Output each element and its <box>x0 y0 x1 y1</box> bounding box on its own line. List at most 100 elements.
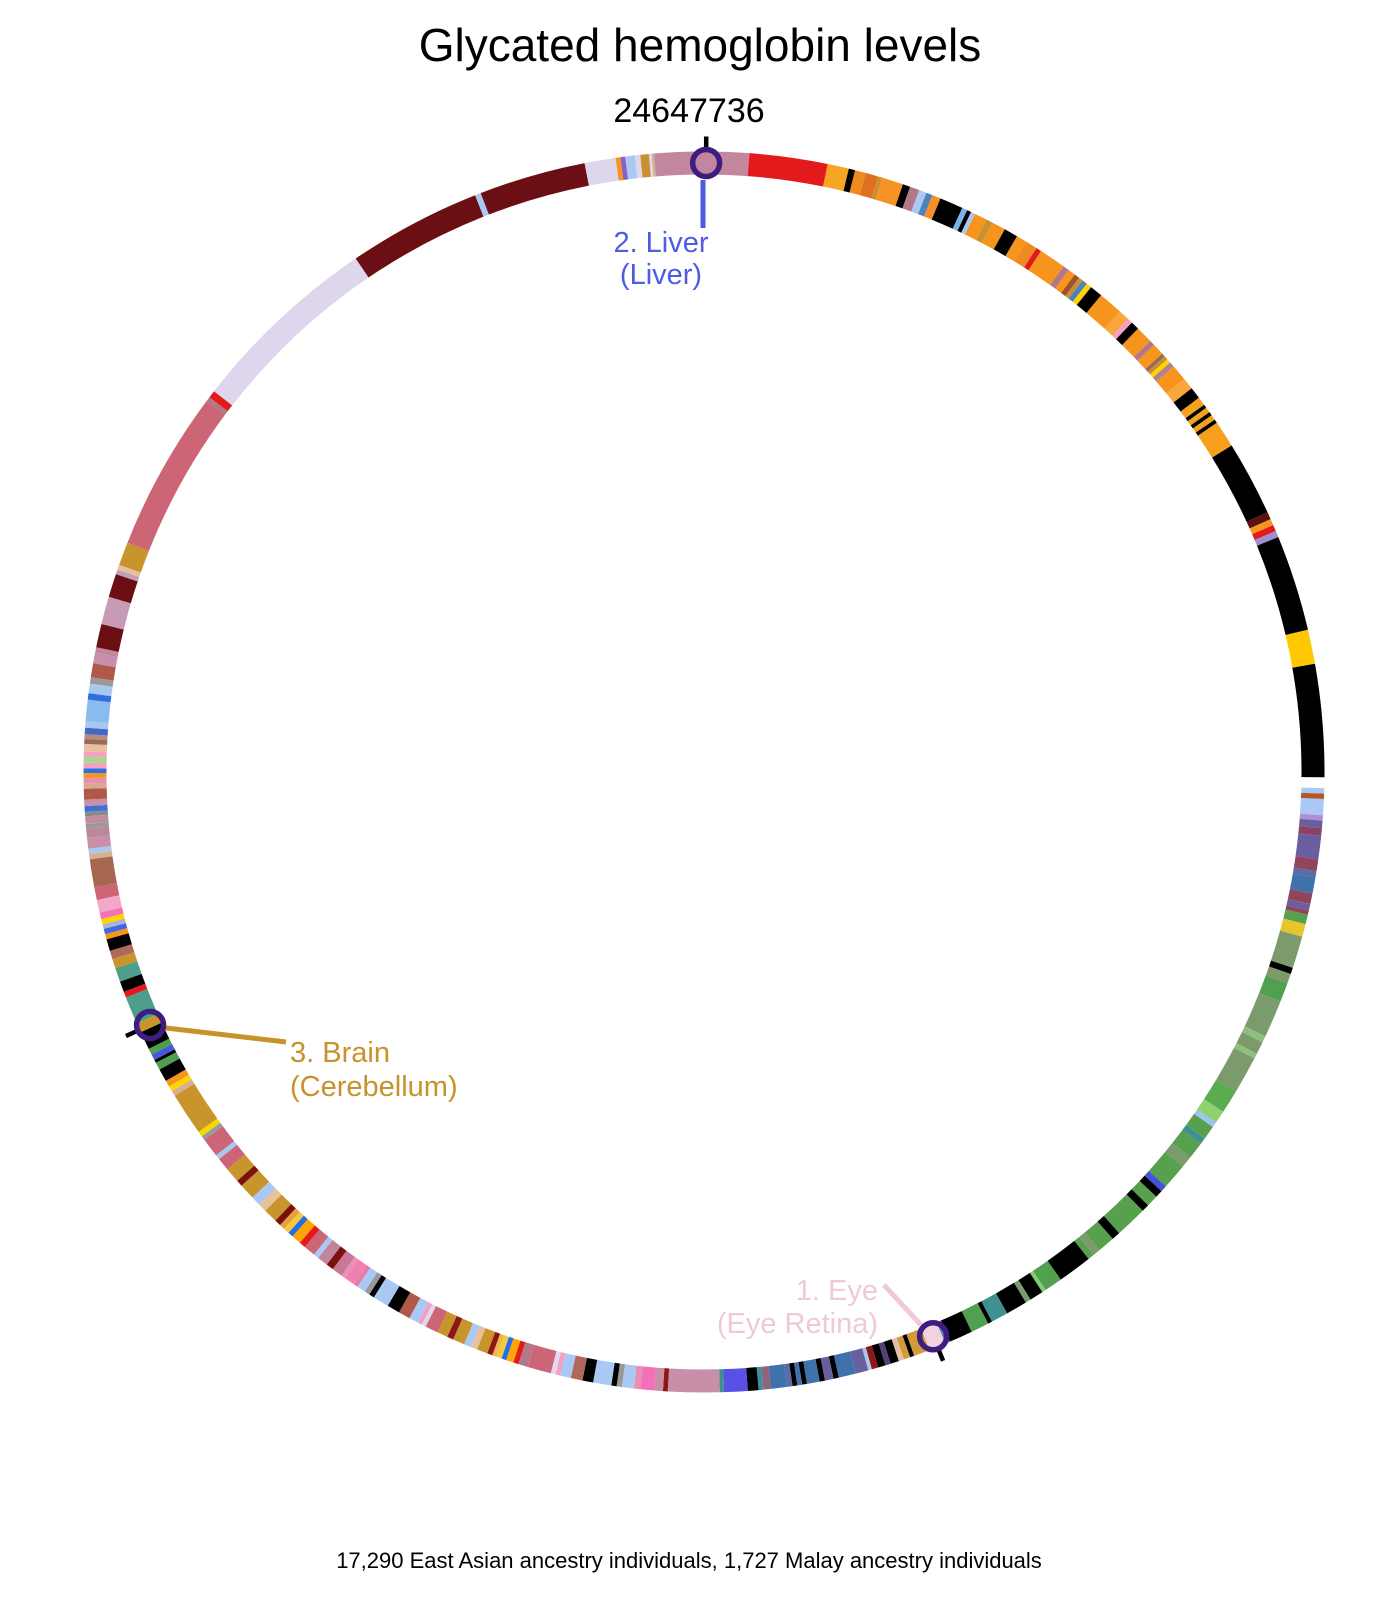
ring-segment[interactable] <box>911 190 927 215</box>
ring-segment[interactable] <box>288 1215 308 1237</box>
ring-segment[interactable] <box>369 1275 387 1298</box>
ring-segment[interactable] <box>1133 340 1155 361</box>
ring-segment[interactable] <box>582 1357 598 1383</box>
ring-segment[interactable] <box>871 176 883 200</box>
ring-segment[interactable] <box>1076 287 1102 313</box>
ring-segment[interactable] <box>1047 1240 1089 1280</box>
ring-segment[interactable] <box>1249 519 1274 535</box>
ring-segment[interactable] <box>1013 1280 1031 1303</box>
ring-segment[interactable] <box>1166 378 1192 403</box>
ring-segment[interactable] <box>355 195 484 278</box>
ring-segment[interactable] <box>611 1362 620 1387</box>
liver-marker-circle[interactable] <box>689 146 723 180</box>
ring-segment[interactable] <box>85 814 109 824</box>
ring-segment[interactable] <box>1185 404 1207 422</box>
ring-segment[interactable] <box>89 856 117 888</box>
ring-segment[interactable] <box>615 157 624 181</box>
ring-segment[interactable] <box>174 1083 218 1132</box>
ring-segment[interactable] <box>198 1118 221 1137</box>
ring-segment[interactable] <box>746 1367 759 1391</box>
ring-segment[interactable] <box>357 1267 378 1292</box>
ring-segment[interactable] <box>1050 266 1069 289</box>
ring-segment[interactable] <box>1147 356 1168 375</box>
ring-segment[interactable] <box>201 1122 223 1140</box>
ring-segment[interactable] <box>584 157 619 186</box>
ring-segment[interactable] <box>1137 344 1163 370</box>
ring-segment[interactable] <box>88 851 113 860</box>
ring-segment[interactable] <box>318 1239 341 1265</box>
ring-segment[interactable] <box>475 193 489 217</box>
ring-segment[interactable] <box>127 401 225 552</box>
ring-segment[interactable] <box>237 1165 259 1186</box>
ring-segment[interactable] <box>1292 867 1317 878</box>
ring-segment[interactable] <box>398 1292 421 1319</box>
ring-segment[interactable] <box>206 397 228 415</box>
ring-segment[interactable] <box>1165 1143 1191 1167</box>
ring-segment[interactable] <box>1065 277 1083 299</box>
ring-segment[interactable] <box>616 1363 625 1388</box>
ring-segment[interactable] <box>977 1301 992 1324</box>
ring-segment[interactable] <box>105 928 129 940</box>
ring-segment[interactable] <box>961 1303 989 1332</box>
ring-segment[interactable] <box>252 1181 276 1205</box>
ring-segment[interactable] <box>219 1144 245 1170</box>
ring-segment[interactable] <box>447 1315 463 1340</box>
ring-segment[interactable] <box>326 1246 347 1270</box>
ring-segment[interactable] <box>1152 362 1174 382</box>
eye-marker-circle[interactable] <box>916 1320 950 1353</box>
ring-segment[interactable] <box>1244 992 1281 1037</box>
ring-segment[interactable] <box>1150 359 1171 378</box>
ring-segment[interactable] <box>640 153 651 178</box>
ring-segment[interactable] <box>871 1343 886 1368</box>
ring-segment[interactable] <box>891 1337 904 1362</box>
ring-segment[interactable] <box>88 683 113 697</box>
ring-segment[interactable] <box>570 1355 587 1381</box>
ring-segment[interactable] <box>815 1358 826 1382</box>
ring-segment[interactable] <box>94 882 120 900</box>
ring-segment[interactable] <box>1283 909 1308 925</box>
ring-segment[interactable] <box>843 168 856 193</box>
ring-segment[interactable] <box>241 1170 270 1198</box>
ring-segment[interactable] <box>1097 1216 1120 1239</box>
ring-segment[interactable] <box>1032 1260 1061 1291</box>
ring-segment[interactable] <box>171 1079 195 1096</box>
ring-segment[interactable] <box>1256 537 1308 636</box>
ring-segment[interactable] <box>109 944 135 960</box>
ring-segment[interactable] <box>125 989 158 1024</box>
ring-segment[interactable] <box>353 1265 371 1287</box>
ring-segment[interactable] <box>1298 826 1322 836</box>
ring-segment[interactable] <box>1131 1181 1157 1206</box>
ring-segment[interactable] <box>155 1052 180 1070</box>
ring-segment[interactable] <box>1289 873 1316 894</box>
ring-segment[interactable] <box>634 154 643 179</box>
ring-segment[interactable] <box>1072 283 1092 306</box>
ring-segment[interactable] <box>1287 889 1313 905</box>
ring-segment[interactable] <box>341 1256 359 1279</box>
ring-segment[interactable] <box>1086 295 1121 329</box>
ring-segment[interactable] <box>425 1306 448 1333</box>
ring-segment[interactable] <box>957 210 972 233</box>
ring-segment[interactable] <box>417 1302 433 1325</box>
ring-segment[interactable] <box>761 1366 772 1390</box>
ring-segment[interactable] <box>106 933 132 951</box>
ring-segment[interactable] <box>477 1328 496 1354</box>
ring-segment[interactable] <box>902 1334 915 1358</box>
ring-segment[interactable] <box>487 1331 501 1356</box>
ring-segment[interactable] <box>633 1365 643 1390</box>
ring-segment[interactable] <box>1190 412 1212 429</box>
ring-segment[interactable] <box>1196 1099 1224 1123</box>
ring-segment[interactable] <box>1241 1026 1266 1043</box>
ring-segment[interactable] <box>1126 1189 1149 1211</box>
ring-segment[interactable] <box>981 1293 1008 1322</box>
ring-segment[interactable] <box>96 623 124 652</box>
ring-segment[interactable] <box>108 574 138 604</box>
ring-segment[interactable] <box>793 1361 803 1386</box>
ring-segment[interactable] <box>387 1286 411 1313</box>
ring-segment[interactable] <box>1014 241 1037 268</box>
ring-segment[interactable] <box>151 1044 175 1060</box>
ring-segment[interactable] <box>1265 966 1291 984</box>
ring-segment[interactable] <box>87 693 112 703</box>
ring-segment[interactable] <box>421 1304 437 1327</box>
ring-segment[interactable] <box>1285 629 1315 668</box>
ring-segment[interactable] <box>1104 311 1128 336</box>
